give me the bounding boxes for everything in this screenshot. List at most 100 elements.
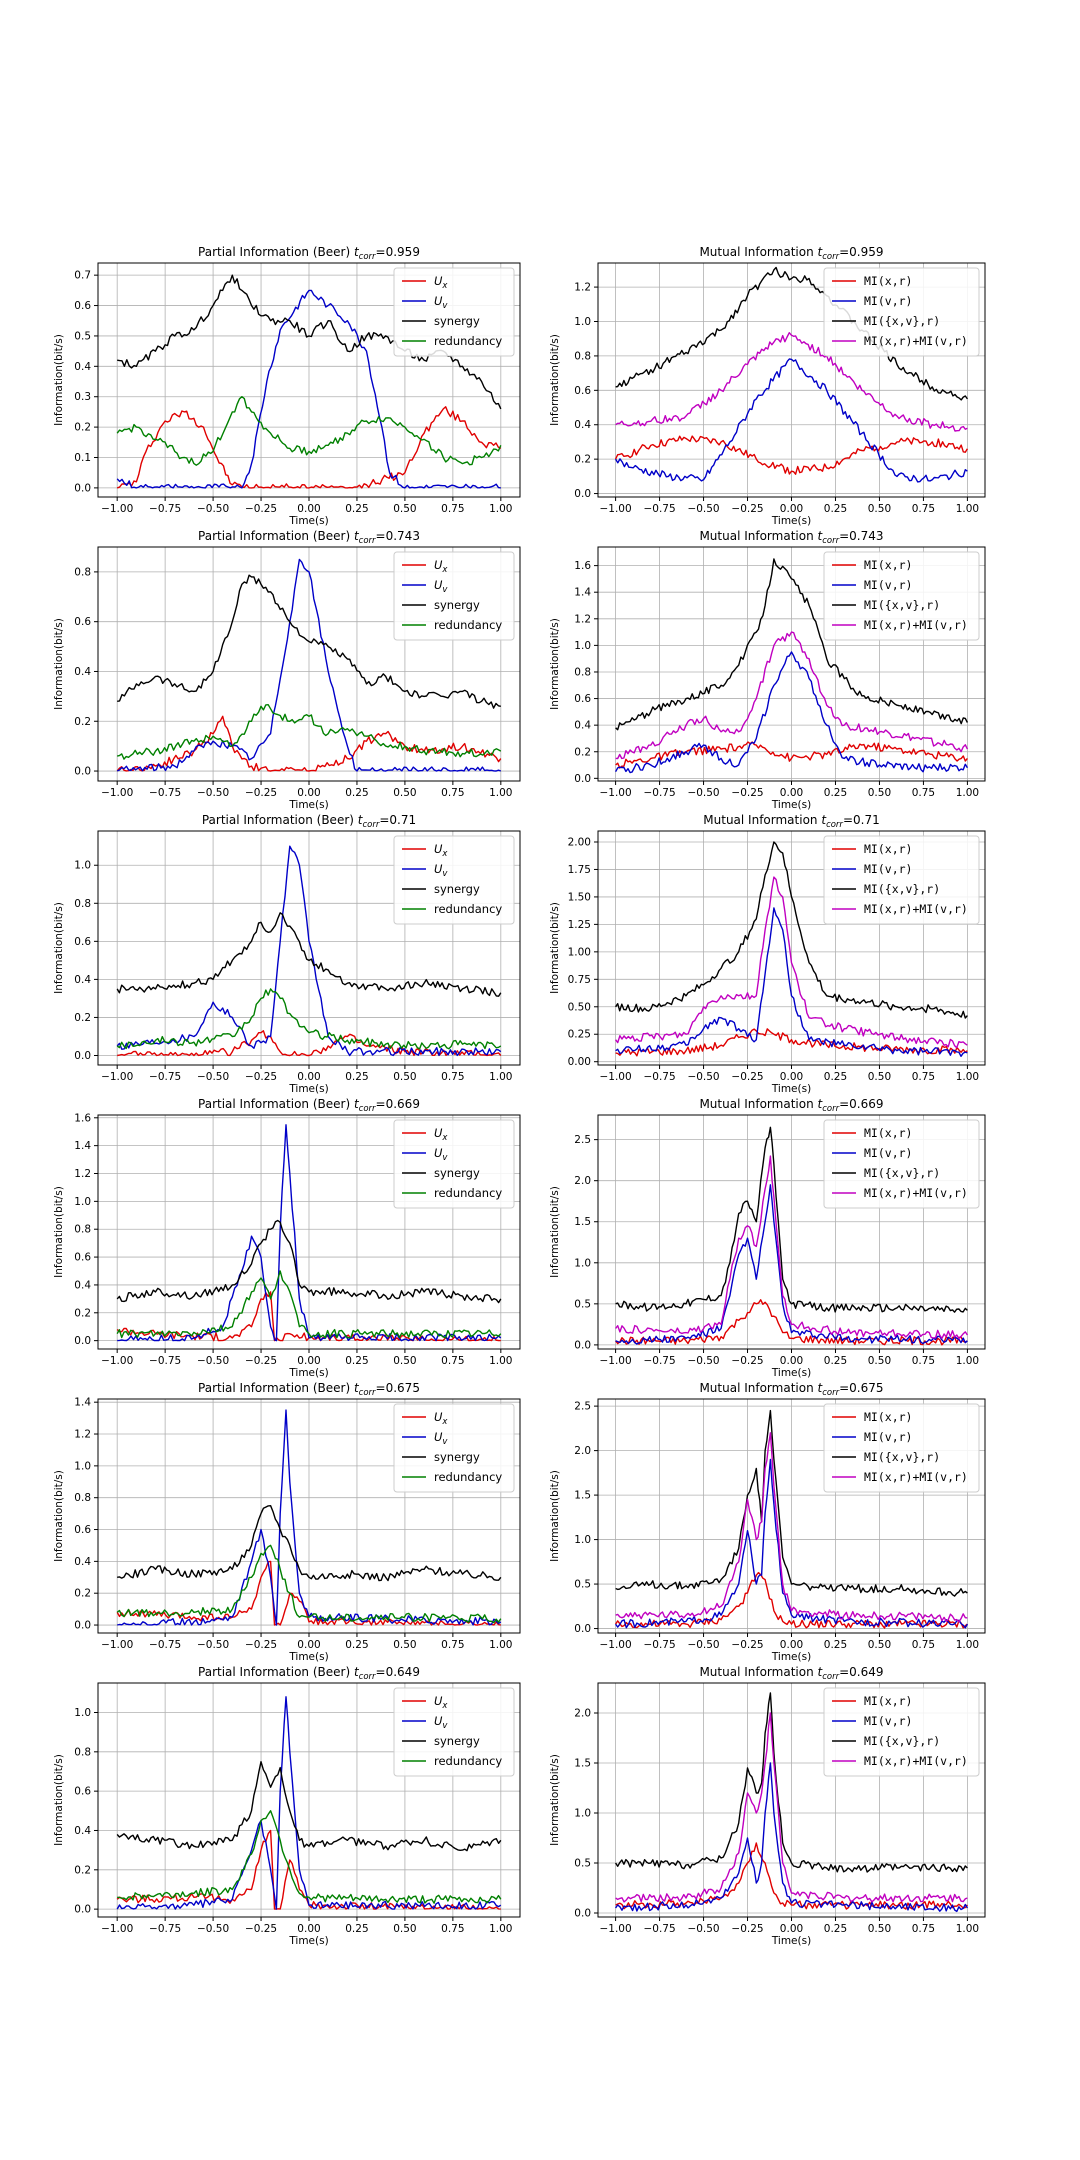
series-line-4 bbox=[615, 332, 968, 432]
chart-panel-4: −1.00 −0.75 −0.50 −0.25 0.00 0.25 0.50 0.75 1.00… bbox=[549, 529, 986, 811]
x-tick-label: 0.25 bbox=[824, 1071, 847, 1083]
x-tick-label: −0.50 bbox=[687, 503, 719, 515]
x-tick-label: −0.50 bbox=[687, 1639, 719, 1651]
legend-label: MI(v,r) bbox=[864, 294, 912, 308]
y-tick-label: 0.7 bbox=[74, 270, 91, 282]
y-tick-label: 0.0 bbox=[574, 1339, 591, 1351]
y-tick-label: 0.2 bbox=[574, 454, 591, 466]
legend-label: MI(x,r) bbox=[864, 1126, 912, 1140]
y-tick-label: 0.5 bbox=[574, 1579, 591, 1591]
x-tick-label: −0.25 bbox=[731, 787, 763, 799]
legend: MI(x,r) MI(v,r) MI({x,v},r) MI(x,r)+MI(v,r) bbox=[823, 551, 980, 641]
y-tick-label: 2.0 bbox=[574, 1708, 591, 1720]
x-tick-label: −0.75 bbox=[643, 1071, 675, 1083]
x-tick-label: 0.50 bbox=[393, 503, 416, 515]
series-line-4 bbox=[116, 988, 502, 1050]
chart-title: Partial Information (Beer) tcorr=0.959 bbox=[198, 245, 420, 262]
series-line-3 bbox=[615, 1126, 968, 1313]
y-tick-label: 1.2 bbox=[74, 1168, 91, 1180]
y-tick-label: 1.75 bbox=[568, 864, 591, 876]
y-axis-label: Information(bit/s) bbox=[53, 334, 65, 426]
x-tick-label: −0.50 bbox=[197, 503, 229, 515]
x-tick-label: 0.75 bbox=[912, 1923, 935, 1935]
series-line-2 bbox=[614, 651, 968, 774]
x-tick-label: 0.25 bbox=[824, 1355, 847, 1367]
chart-title: Mutual Information tcorr=0.71 bbox=[703, 813, 879, 830]
y-axis-label: Information(bit/s) bbox=[53, 1754, 65, 1846]
legend-label: MI({x,v},r) bbox=[864, 598, 940, 612]
y-tick-label: 2.0 bbox=[574, 1445, 591, 1457]
x-tick-label: −1.00 bbox=[599, 1923, 631, 1935]
y-axis-label: Information(bit/s) bbox=[53, 618, 65, 710]
y-tick-label: 0.5 bbox=[574, 1858, 591, 1870]
series-line-2 bbox=[116, 1696, 502, 1910]
y-tick-label: 0.2 bbox=[74, 1307, 91, 1319]
y-tick-label: 1.6 bbox=[574, 560, 591, 572]
x-tick-label: 1.00 bbox=[956, 1071, 979, 1083]
legend-box bbox=[393, 267, 515, 357]
legend-label: synergy bbox=[434, 598, 480, 612]
x-tick-label: 0.75 bbox=[441, 1923, 464, 1935]
chart-title: Partial Information (Beer) tcorr=0.649 bbox=[198, 1665, 420, 1682]
y-tick-label: 1.4 bbox=[74, 1140, 91, 1152]
y-tick-label: 1.2 bbox=[574, 613, 591, 625]
legend-label: synergy bbox=[434, 882, 480, 896]
x-tick-label: 0.25 bbox=[824, 503, 847, 515]
series-line-4 bbox=[615, 631, 969, 760]
x-tick-label: −0.75 bbox=[643, 503, 675, 515]
x-tick-label: −0.25 bbox=[245, 1071, 277, 1083]
legend-label: redundancy bbox=[434, 618, 502, 632]
y-tick-label: 1.0 bbox=[574, 1534, 591, 1546]
chart-panel-8: −1.00 −0.75 −0.50 −0.25 0.00 0.25 0.50 0.75 1.00… bbox=[549, 1097, 986, 1379]
x-tick-label: 0.50 bbox=[393, 1355, 416, 1367]
y-tick-label: 0.8 bbox=[74, 1746, 91, 1758]
legend-box bbox=[393, 835, 515, 925]
x-tick-label: −0.75 bbox=[643, 1639, 675, 1651]
series-line-4 bbox=[615, 876, 968, 1049]
series-line-3 bbox=[117, 574, 501, 709]
x-axis-label: Time(s) bbox=[288, 799, 328, 811]
y-tick-label: 0.6 bbox=[74, 1786, 91, 1798]
legend-label: MI(v,r) bbox=[864, 862, 912, 876]
series-line-2 bbox=[615, 1762, 969, 1913]
x-tick-label: 0.50 bbox=[393, 787, 416, 799]
x-tick-label: −0.25 bbox=[245, 1355, 277, 1367]
legend-label: MI(v,r) bbox=[864, 1714, 912, 1728]
x-tick-label: 1.00 bbox=[489, 1071, 512, 1083]
legend-label: MI(x,r)+MI(v,r) bbox=[864, 334, 968, 348]
x-tick-label: −0.75 bbox=[643, 787, 675, 799]
y-tick-label: 0.6 bbox=[74, 616, 91, 628]
legend-label: MI({x,v},r) bbox=[864, 1734, 940, 1748]
y-tick-label: 0.0 bbox=[74, 1050, 91, 1062]
x-tick-label: −0.50 bbox=[687, 1355, 719, 1367]
legend-label: MI({x,v},r) bbox=[864, 882, 940, 896]
y-tick-label: 0.00 bbox=[568, 1056, 591, 1068]
x-tick-label: 0.50 bbox=[393, 1071, 416, 1083]
y-tick-label: 0.2 bbox=[574, 746, 591, 758]
x-tick-label: 0.25 bbox=[824, 787, 847, 799]
legend-label: MI(x,r)+MI(v,r) bbox=[864, 1754, 968, 1768]
x-tick-label: −1.00 bbox=[599, 787, 631, 799]
legend-label: Uv bbox=[434, 862, 448, 879]
y-tick-label: 0.8 bbox=[574, 666, 591, 678]
x-tick-label: 0.75 bbox=[441, 1071, 464, 1083]
series-line-4 bbox=[615, 1712, 968, 1903]
x-axis-label: Time(s) bbox=[771, 1651, 811, 1663]
x-tick-label: 0.75 bbox=[912, 503, 935, 515]
x-axis-label: Time(s) bbox=[771, 1935, 811, 1947]
y-tick-label: 0.6 bbox=[74, 936, 91, 948]
x-tick-label: 0.00 bbox=[780, 1923, 803, 1935]
x-axis-label: Time(s) bbox=[771, 799, 811, 811]
series-line-2 bbox=[117, 1124, 502, 1342]
x-tick-label: −0.25 bbox=[731, 1071, 763, 1083]
x-tick-label: 0.25 bbox=[345, 1639, 368, 1651]
y-tick-label: 0.4 bbox=[574, 720, 591, 732]
legend: MI(x,r) MI(v,r) MI({x,v},r) MI(x,r)+MI(v,r) bbox=[823, 1119, 980, 1209]
x-tick-label: 0.75 bbox=[912, 787, 935, 799]
legend-box bbox=[393, 1403, 515, 1493]
legend-label: Ux bbox=[434, 1694, 448, 1711]
y-tick-label: 0.6 bbox=[74, 1252, 91, 1264]
y-tick-label: 0.4 bbox=[74, 666, 91, 678]
x-axis-label: Time(s) bbox=[771, 1083, 811, 1095]
y-tick-label: 0.0 bbox=[74, 766, 91, 778]
